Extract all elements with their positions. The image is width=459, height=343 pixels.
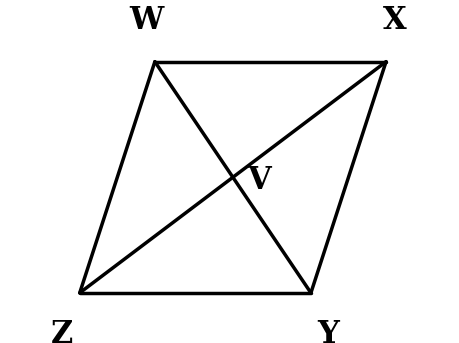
Text: X: X [382, 5, 406, 36]
Text: V: V [247, 165, 270, 196]
Text: W: W [129, 5, 163, 36]
Text: Z: Z [51, 319, 73, 343]
Text: Y: Y [317, 319, 338, 343]
